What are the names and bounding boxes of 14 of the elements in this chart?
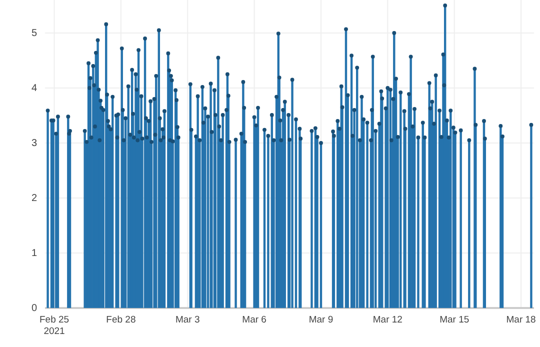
y-tick-label: 2 <box>31 193 38 204</box>
x-tick-label: Mar 6 <box>242 314 266 326</box>
x-tick-label: Mar 15 <box>440 314 470 326</box>
y-tick-label: 4 <box>31 83 38 94</box>
y-tick-label: 3 <box>31 138 38 150</box>
x-tick-label: Feb 25 2021 <box>39 314 70 338</box>
x-tick-label: Mar 9 <box>308 314 334 326</box>
y-tick-label: 1 <box>31 248 38 260</box>
x-tick-label: Mar 18 <box>506 314 536 326</box>
x-tick-label: Mar 12 <box>372 314 402 326</box>
x-tick-label: Mar 3 <box>175 314 200 326</box>
y-tick-label: 5 <box>31 28 38 40</box>
y-tick-label: 0 <box>31 303 38 314</box>
x-tick-label: Feb 28 <box>106 314 136 326</box>
